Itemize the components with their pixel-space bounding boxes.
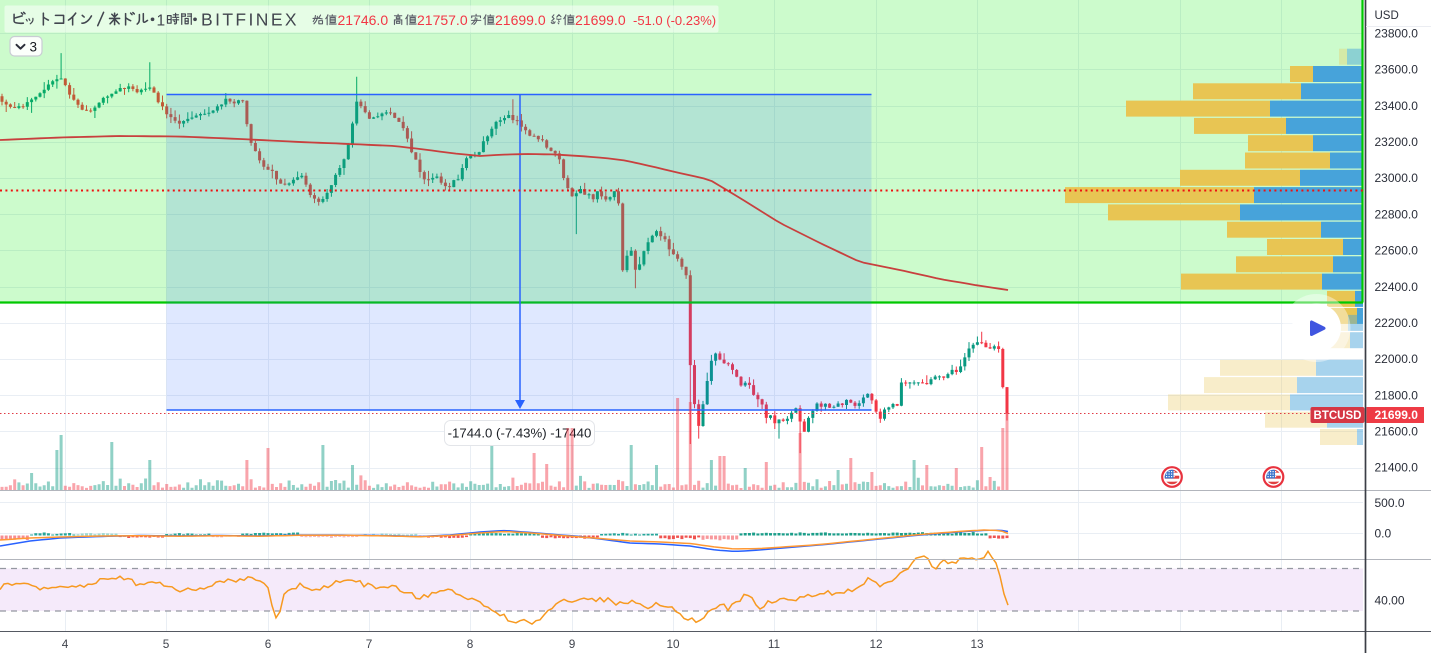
svg-text:22600.0: 22600.0 — [1375, 244, 1419, 258]
svg-text:40.00: 40.00 — [1375, 593, 1405, 607]
svg-text:5: 5 — [163, 637, 170, 651]
svg-text:4: 4 — [62, 637, 69, 651]
svg-text:22000.0: 22000.0 — [1375, 352, 1419, 366]
svg-text:23600.0: 23600.0 — [1375, 63, 1419, 77]
svg-text:23400.0: 23400.0 — [1375, 99, 1419, 113]
svg-text:7: 7 — [366, 637, 373, 651]
svg-text:13: 13 — [970, 637, 984, 651]
svg-text:-1744.0 (-7.43%) -17440: -1744.0 (-7.43%) -17440 — [448, 426, 592, 441]
svg-text:1: 1 — [157, 13, 166, 30]
svg-text:21800.0: 21800.0 — [1375, 388, 1419, 402]
svg-text:BITFINEX: BITFINEX — [201, 10, 299, 30]
svg-text:12: 12 — [869, 637, 882, 651]
svg-text:9: 9 — [569, 637, 576, 651]
svg-text:-51.0 (-0.23%): -51.0 (-0.23%) — [633, 13, 716, 28]
svg-text:0.0: 0.0 — [1375, 526, 1392, 540]
svg-text:8: 8 — [467, 637, 474, 651]
svg-text:3: 3 — [30, 40, 38, 55]
svg-text:11: 11 — [768, 637, 780, 651]
svg-text:500.0: 500.0 — [1375, 496, 1405, 510]
svg-text:22400.0: 22400.0 — [1375, 280, 1419, 294]
svg-text:21600.0: 21600.0 — [1375, 425, 1419, 439]
svg-text:22200.0: 22200.0 — [1375, 316, 1419, 330]
svg-text:21746.0: 21746.0 — [338, 12, 389, 28]
svg-text:22800.0: 22800.0 — [1375, 207, 1419, 221]
svg-text:USD: USD — [1375, 10, 1399, 22]
svg-text:21699.0: 21699.0 — [495, 12, 546, 28]
svg-text:21400.0: 21400.0 — [1375, 461, 1419, 475]
svg-text:10: 10 — [666, 637, 680, 651]
svg-text:21699.0: 21699.0 — [575, 12, 626, 28]
svg-text:23200.0: 23200.0 — [1375, 135, 1419, 149]
svg-text:23000.0: 23000.0 — [1375, 171, 1419, 185]
svg-text:BTCUSD: BTCUSD — [1314, 410, 1362, 422]
svg-text:21699.0: 21699.0 — [1375, 408, 1419, 422]
svg-text:21757.0: 21757.0 — [417, 12, 468, 28]
svg-text:6: 6 — [265, 637, 272, 651]
svg-text:23800.0: 23800.0 — [1375, 26, 1419, 40]
